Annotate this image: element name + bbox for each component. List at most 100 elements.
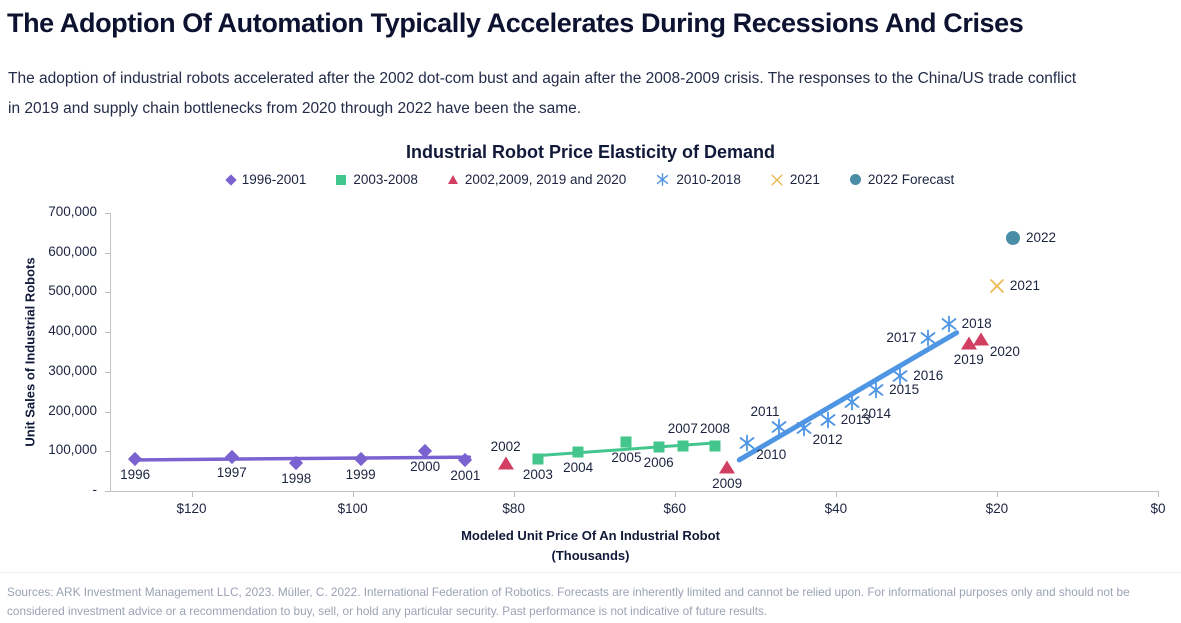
legend-item-label: 1996-2001: [241, 172, 307, 187]
x-axis-tick-label: $40: [824, 501, 848, 516]
x-axis-tick-label: $60: [663, 501, 687, 516]
y-axis-tick-label: 600,000: [48, 243, 97, 259]
asterisk-marker-icon: [941, 315, 956, 333]
square-marker-icon: [532, 453, 544, 465]
y-axis-tick: [105, 292, 111, 294]
x-axis-tick: [835, 491, 837, 497]
asterisk-marker-icon: [657, 173, 669, 186]
legend-item-2022-forecast: 2022 Forecast: [849, 172, 955, 187]
x-axis-tick-label: $80: [502, 501, 525, 516]
data-point-year-label: 2014: [860, 405, 891, 421]
square-marker-icon: [620, 436, 632, 448]
data-point-year-label: 1998: [281, 471, 312, 487]
y-axis-tick-label: 700,000: [48, 204, 97, 219]
y-axis-tick: [105, 213, 111, 214]
data-point-year-label: 2003: [522, 467, 553, 483]
x-axis-tick-label: $20: [985, 501, 1009, 516]
x-axis-title-units: (Thousands): [551, 548, 630, 563]
page-subtitle: The adoption of industrial robots accele…: [8, 70, 1077, 117]
data-point-year-label: 2020: [989, 344, 1020, 360]
x-axis-tick: [674, 491, 676, 497]
square-marker-icon: [709, 440, 721, 452]
data-point-year-label: 2021: [1009, 278, 1040, 294]
asterisk-marker-icon: [772, 418, 787, 436]
legend-item-label: 2010-2018: [676, 172, 741, 187]
legend-item-2021: 2021: [771, 172, 820, 187]
square-marker-icon: [653, 441, 665, 453]
y-axis-tick-label: 400,000: [48, 323, 97, 339]
data-point-year-label: 2016: [913, 367, 944, 383]
x-axis-tick: [996, 491, 998, 497]
data-point-year-label: 2019: [953, 352, 984, 368]
y-axis-tick: [105, 411, 111, 413]
legend-item-label: 2022 Forecast: [867, 172, 955, 187]
legend-item-label: 2002,2009, 2019 and 2020: [464, 172, 627, 187]
square-marker-icon: [336, 174, 347, 185]
y-axis-tick-label: -: [92, 482, 98, 497]
x-axis-tick: [191, 491, 193, 497]
asterisk-marker-icon: [796, 419, 812, 437]
x-axis-tick: [352, 491, 354, 497]
x-axis-tick: [1158, 491, 1159, 497]
chart-title: Industrial Robot Price Elasticity of Dem…: [405, 142, 776, 162]
data-point-year-label: 1999: [345, 467, 376, 483]
y-axis-tick-label: 200,000: [48, 402, 97, 418]
y-axis-tick: [105, 332, 111, 334]
legend-item-1996-2001: 1996-2001: [225, 172, 307, 187]
data-point-year-label: 2004: [563, 460, 594, 476]
asterisk-marker-icon: [820, 411, 836, 429]
x-marker-icon: [990, 279, 1004, 294]
plot-area: 700,000 600,000 500,000 400,000 300,000 200,0…: [48, 204, 1165, 516]
triangle-marker-icon: [497, 456, 514, 470]
square-marker-icon: [677, 440, 689, 452]
chart-legend: 1996-2001 2003-2008 2002,2009, 2019 and 20…: [0, 172, 1181, 187]
x-axis-tick-label: $100: [337, 501, 368, 516]
asterisk-marker-icon: [868, 381, 884, 399]
legend-item-label: 2021: [789, 172, 820, 187]
square-marker-icon: [572, 446, 584, 458]
trendline-2010-2018: [736, 330, 960, 463]
data-point-year-label: 2012: [812, 431, 843, 447]
triangle-marker-icon: [960, 336, 977, 350]
data-point-year-label: 2013: [840, 412, 871, 428]
x-axis-tick-label: $120: [176, 501, 207, 516]
asterisk-marker-icon: [921, 329, 936, 347]
x-marker-icon: [771, 173, 783, 186]
data-point-year-label: 2008: [700, 421, 731, 437]
y-axis-tick: [105, 491, 111, 492]
y-axis-tick-label: 500,000: [48, 283, 97, 299]
page-title: The Adoption Of Automation Typically Acc…: [7, 8, 1024, 38]
x-axis-title: Modeled Unit Price Of An Industrial Robo…: [461, 528, 720, 543]
circle-marker-icon: [1006, 230, 1021, 245]
x-axis-tick: [513, 491, 515, 497]
trendline-1996-2001: [129, 455, 472, 462]
legend-item-2002-2009-2019-and-2020: 2002,2009, 2019 and 2020: [447, 172, 627, 187]
y-axis-tick: [105, 252, 111, 254]
legend-item-2010-2018: 2010-2018: [656, 172, 741, 187]
y-axis-tick: [105, 371, 111, 373]
diamond-marker-icon: [225, 173, 237, 186]
data-point-year-label: 2011: [750, 403, 780, 419]
data-point-year-label: 2015: [889, 382, 920, 398]
x-axis-tick-label: $0: [1150, 501, 1166, 516]
asterisk-marker-icon: [739, 434, 755, 452]
data-point-year-label: 2001: [450, 468, 481, 484]
sources-disclaimer-text: Sources: ARK Investment Management LLC, …: [7, 585, 1130, 618]
asterisk-marker-icon: [844, 393, 860, 411]
footer-divider: [0, 572, 1181, 573]
y-axis-tick: [105, 451, 111, 453]
data-point-year-label: 2000: [410, 459, 441, 475]
data-point-year-label: 2007: [667, 420, 698, 436]
data-point-year-label: 2009: [712, 475, 743, 491]
data-point-year-label: 2018: [961, 316, 992, 332]
legend-item-label: 2003-2008: [353, 172, 418, 187]
triangle-marker-icon: [972, 332, 989, 346]
triangle-marker-icon: [719, 460, 736, 474]
data-point-year-label: 2010: [756, 447, 787, 463]
legend-item-2003-2008: 2003-2008: [336, 172, 418, 187]
y-axis-tick-label: 100,000: [48, 442, 97, 458]
asterisk-marker-icon: [892, 367, 908, 385]
data-point-year-label: 1997: [216, 465, 247, 481]
data-point-year-label: 2005: [611, 450, 642, 466]
data-point-year-label: 2022: [1026, 229, 1057, 245]
